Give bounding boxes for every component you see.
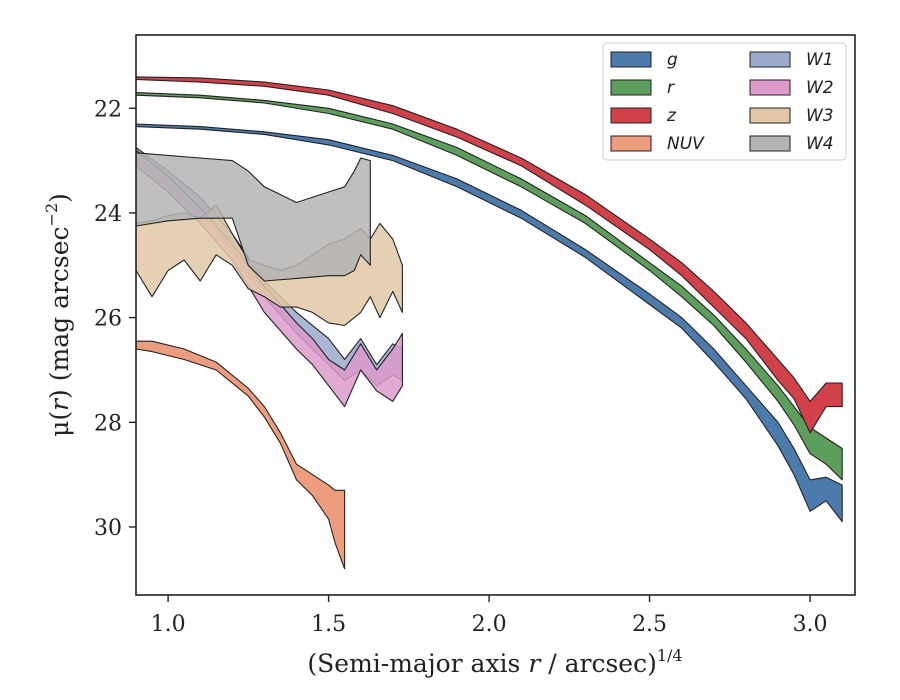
band-w3 [136, 204, 403, 327]
series-bands [136, 76, 843, 570]
legend-swatch-w4 [749, 135, 791, 152]
legend-swatch-w3 [749, 107, 791, 124]
legend-label-z: z [666, 106, 677, 126]
legend-entries: grz NUV W1 W2 W3 W4 [610, 50, 834, 154]
y-tick-label: 22 [94, 97, 122, 122]
legend-label-nuv: NUV [667, 134, 705, 154]
y-tick-label: 24 [94, 202, 122, 227]
legend-label-w2: W2 [806, 78, 834, 98]
legend-label-w1: W1 [806, 50, 834, 70]
x-tick-label: 2.0 [472, 612, 507, 637]
band-nuv [136, 340, 346, 570]
legend-swatch-z [610, 107, 652, 124]
band-z [136, 76, 843, 434]
x-tick-label: 1.5 [311, 612, 346, 637]
x-axis-ticks: 1.0 1.5 2.0 2.5 3.0 [151, 595, 828, 637]
y-axis-label: μ(r) (mag arcsec−2) [42, 193, 74, 437]
plot-frame [135, 34, 856, 596]
legend-box [602, 42, 847, 161]
legend-swatch-nuv [610, 135, 652, 152]
y-tick-label: 30 [94, 516, 122, 541]
legend-swatch-w2 [749, 79, 791, 96]
y-axis-ticks: 22 24 26 28 30 [94, 97, 136, 541]
legend-swatch-r [610, 79, 652, 96]
band-r [136, 92, 843, 481]
legend-swatch-w1 [749, 51, 791, 68]
legend-label-w3: W3 [806, 106, 834, 126]
x-tick-label: 3.0 [793, 612, 828, 637]
y-tick-label: 26 [94, 307, 122, 332]
x-axis-label: (Semi-major axis r / arcsec)1/4 [307, 646, 682, 678]
legend: grz NUV W1 W2 W3 W4 [602, 42, 847, 161]
band-w4 [136, 152, 371, 282]
legend-label-g: g [667, 50, 678, 70]
x-tick-label: 2.5 [632, 612, 667, 637]
band-g [136, 123, 843, 523]
legend-label-w4: W4 [806, 134, 834, 154]
y-tick-label: 28 [94, 411, 122, 436]
legend-swatch-g [610, 51, 652, 68]
x-tick-label: 1.0 [151, 612, 186, 637]
legend-label-r: r [667, 78, 675, 98]
